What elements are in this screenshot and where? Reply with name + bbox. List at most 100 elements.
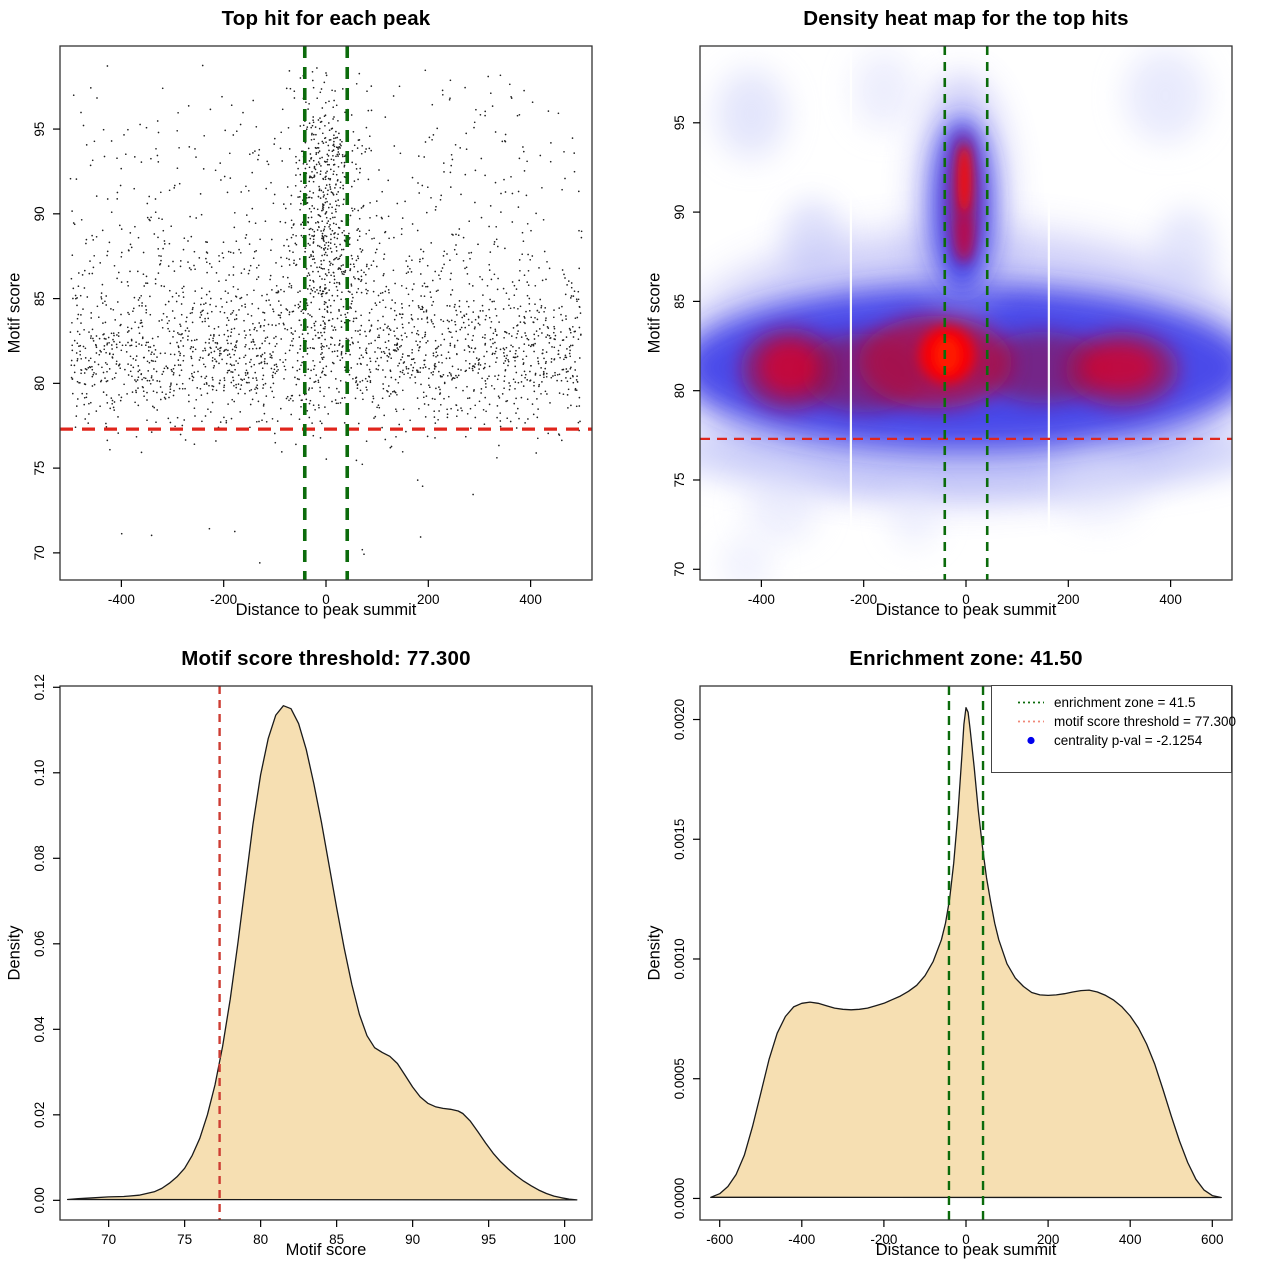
y-tick-label: 80	[672, 383, 687, 398]
heatmap-density-layer	[700, 46, 1232, 580]
y-axis-title: Density	[5, 925, 24, 981]
reference-lines	[60, 46, 592, 580]
x-tick-label: 85	[329, 1232, 344, 1247]
x-axis-title: Distance to peak summit	[875, 1241, 1057, 1259]
x-tick-label: -400	[108, 592, 135, 607]
top-hit-scatter-svg: -400 -200 0 200 400 70 75 80 85 90 95	[32, 45, 593, 607]
density-blob	[761, 342, 818, 393]
plot-box-border	[59, 45, 593, 581]
x-tick-label: 70	[101, 1232, 116, 1247]
y-tick-label: 0.12	[32, 674, 47, 700]
density-blob	[720, 535, 772, 580]
density-blob	[1155, 208, 1217, 295]
density-heatmap-svg: -400 -200 0 200 400 70 75 80 85 90 95	[672, 45, 1233, 607]
panel-density-heatmap: Density heat map for the top hits -400 -2…	[640, 0, 1280, 640]
x-tick-label: 95	[481, 1232, 496, 1247]
axes: -400 -200 0 200 400 70 75 80 85 90 95	[672, 115, 1182, 607]
x-tick-label: -400	[788, 1232, 815, 1247]
x-tick-label: 200	[1037, 1232, 1060, 1247]
y-tick-label: 0.02	[32, 1102, 47, 1128]
x-tick-label: 400	[519, 592, 542, 607]
legend-item-label: centrality p-val = -2.1254	[1054, 733, 1203, 748]
density-blob	[1124, 49, 1207, 143]
axes: 70 75 80 85 90 95 100 0.00 0.02 0.04 0.06 0.08 0.10 0…	[32, 674, 576, 1247]
x-tick-label: 0	[962, 592, 970, 607]
reference-lines	[700, 46, 1232, 580]
x-axis-title: Distance to peak summit	[875, 601, 1057, 619]
density-blob	[934, 337, 960, 373]
x-tick-label: -200	[850, 592, 877, 607]
plot-box-border	[59, 685, 593, 1221]
x-tick-label: -600	[706, 1232, 733, 1247]
y-tick-label: 0.10	[32, 760, 47, 786]
density-blob	[1083, 346, 1156, 389]
y-axis-title: Motif score	[5, 272, 24, 354]
y-tick-label: 80	[32, 376, 47, 391]
x-axis-title: Distance to peak summit	[235, 601, 417, 619]
x-tick-label: 90	[405, 1232, 420, 1247]
panel-enrichment-zone-density: Enrichment zone: 41.50 -600 -400 -200 0 200 4…	[640, 640, 1280, 1280]
y-tick-label: 0.0010	[672, 938, 687, 979]
x-tick-label: -200	[210, 592, 237, 607]
x-tick-label: 200	[1057, 592, 1080, 607]
x-tick-label: 80	[253, 1232, 268, 1247]
legend: enrichment zone = 41.5 motif score thresh…	[991, 685, 1236, 773]
y-tick-label: 95	[32, 122, 47, 137]
density-blob	[957, 146, 972, 214]
panel-motif-score-density: Motif score threshold: 77.300 70 75 80 85 90…	[0, 640, 640, 1280]
x-tick-label: 600	[1201, 1232, 1224, 1247]
y-axis-title: Motif score	[645, 272, 664, 354]
scatter-points	[69, 64, 583, 564]
x-tick-label: -200	[870, 1232, 897, 1247]
density-blob	[746, 471, 818, 543]
y-tick-label: 0.08	[32, 845, 47, 871]
density-blob	[1052, 453, 1146, 525]
x-tick-label: 400	[1159, 592, 1182, 607]
density-blob	[781, 199, 844, 279]
density-blob	[853, 51, 915, 130]
y-tick-label: 85	[32, 291, 47, 306]
y-tick-label: 0.06	[32, 931, 47, 957]
enrichment-zone-density-svg: -600 -400 -200 0 200 400 600 0.0000 0.0005 0.0010…	[672, 685, 1236, 1247]
y-tick-label: 95	[672, 115, 687, 130]
x-tick-label: 0	[322, 592, 330, 607]
x-tick-label: 100	[553, 1232, 576, 1247]
y-tick-label: 0.0005	[672, 1058, 687, 1099]
y-tick-label: 90	[672, 205, 687, 220]
y-tick-label: 0.00	[32, 1187, 47, 1213]
y-tick-label: 75	[32, 461, 47, 476]
x-tick-label: 400	[1119, 1232, 1142, 1247]
y-tick-label: 0.0015	[672, 819, 687, 860]
density-blob	[957, 212, 972, 263]
x-tick-label: 75	[177, 1232, 192, 1247]
y-tick-label: 0.0000	[672, 1178, 687, 1219]
panel-title: Enrichment zone: 41.50	[849, 647, 1083, 670]
y-tick-label: 90	[32, 206, 47, 221]
legend-item-label: enrichment zone = 41.5	[1054, 695, 1195, 710]
x-tick-label: 200	[417, 592, 440, 607]
density-curve	[710, 706, 1222, 1199]
y-axis-title: Density	[645, 925, 664, 981]
x-axis-title: Motif score	[285, 1241, 367, 1259]
panel-title: Top hit for each peak	[221, 7, 431, 30]
y-tick-label: 0.0020	[672, 699, 687, 740]
panel-title: Motif score threshold: 77.300	[181, 647, 471, 670]
y-tick-label: 75	[672, 472, 687, 487]
axes: -600 -400 -200 0 200 400 600 0.0000 0.0005 0.0010…	[672, 699, 1224, 1247]
x-tick-label: 0	[962, 1232, 970, 1247]
density-blob	[715, 69, 787, 159]
y-tick-label: 70	[32, 545, 47, 560]
density-blob	[889, 490, 941, 548]
density-curve	[66, 705, 578, 1201]
axes: -400 -200 0 200 400 70 75 80 85 90 95	[32, 122, 542, 607]
panel-top-hit-scatter: Top hit for each peak -400 -200 0 200 400 70 7…	[0, 0, 640, 640]
x-tick-label: -400	[748, 592, 775, 607]
legend-item-label: motif score threshold = 77.300	[1054, 714, 1236, 729]
y-tick-label: 70	[672, 562, 687, 577]
motif-score-density-svg: 70 75 80 85 90 95 100 0.00 0.02 0.04 0.06 0.08 0.10 0…	[32, 674, 593, 1247]
y-tick-label: 0.04	[32, 1016, 47, 1043]
panel-title: Density heat map for the top hits	[803, 7, 1129, 30]
legend-swatch-dot	[1027, 736, 1035, 745]
legend-box	[991, 685, 1232, 773]
